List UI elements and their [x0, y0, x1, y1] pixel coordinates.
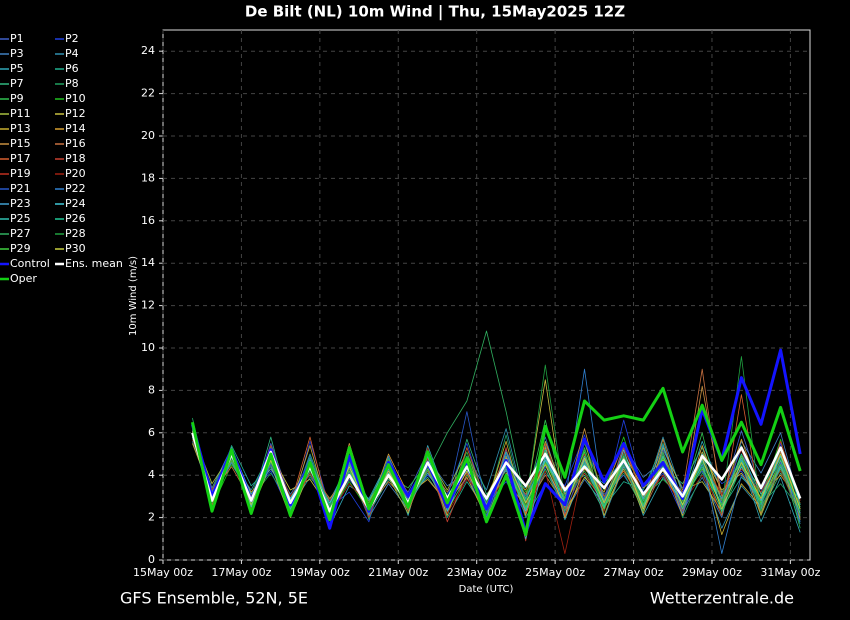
legend-label: P16 [65, 137, 86, 150]
y-tick-label: 16 [141, 214, 155, 227]
legend-label: P1 [10, 32, 24, 45]
legend-label: P25 [10, 212, 31, 225]
legend-label: P8 [65, 77, 79, 90]
y-tick-label: 0 [148, 553, 155, 566]
x-tick-label: 31May 00z [760, 566, 820, 579]
legend-label: P29 [10, 242, 31, 255]
y-tick-label: 12 [141, 299, 155, 312]
legend-label: P2 [65, 32, 79, 45]
x-tick-label: 17May 00z [211, 566, 271, 579]
x-tick-label: 23May 00z [447, 566, 507, 579]
legend-label: P9 [10, 92, 24, 105]
legend-label: Control [10, 257, 50, 270]
legend-label: P17 [10, 152, 31, 165]
y-tick-label: 10 [141, 341, 155, 354]
y-tick-label: 14 [141, 256, 155, 269]
legend-label: P21 [10, 182, 31, 195]
y-tick-label: 6 [148, 426, 155, 439]
x-tick-label: 19May 00z [290, 566, 350, 579]
legend-label: P11 [10, 107, 31, 120]
legend-label: P19 [10, 167, 31, 180]
x-tick-label: 29May 00z [682, 566, 742, 579]
legend-label: P22 [65, 182, 86, 195]
y-tick-label: 8 [148, 383, 155, 396]
x-tick-label: 25May 00z [525, 566, 585, 579]
legend-label: P26 [65, 212, 86, 225]
legend-label: P18 [65, 152, 86, 165]
y-tick-label: 24 [141, 44, 155, 57]
chart-title: De Bilt (NL) 10m Wind | Thu, 15May2025 1… [245, 3, 625, 22]
series-line [190, 386, 802, 537]
legend-label: P13 [10, 122, 31, 135]
legend-label: P6 [65, 62, 79, 75]
x-tick-label: 27May 00z [604, 566, 664, 579]
y-tick-label: 22 [141, 87, 155, 100]
legend-label: P27 [10, 227, 31, 240]
legend-label: P30 [65, 242, 86, 255]
legend-label: P28 [65, 227, 86, 240]
x-axis-label: Date (UTC) [459, 584, 514, 595]
legend-label: P4 [65, 47, 79, 60]
footer-right: Wetterzentrale.de [650, 589, 794, 608]
legend-label: P5 [10, 62, 24, 75]
y-tick-label: 18 [141, 171, 155, 184]
y-tick-label: 4 [148, 468, 155, 481]
legend-label: P7 [10, 77, 24, 90]
legend: P1 P2 P3 P4 P5 P6 P7 P8 P9 P10 P11 P12 P13 P14 P15 P16 P… [0, 32, 123, 285]
legend-label: P14 [65, 122, 86, 135]
y-tick-label: 20 [141, 129, 155, 142]
legend-label: P3 [10, 47, 24, 60]
legend-label: Oper [10, 272, 37, 285]
series-line [191, 432, 802, 513]
legend-label: Ens. mean [65, 257, 123, 270]
y-axis-label: 10m Wind (m/s) [128, 256, 139, 336]
legend-label: P12 [65, 107, 86, 120]
x-tick-label: 21May 00z [368, 566, 428, 579]
x-tick-label: 15May 00z [133, 566, 193, 579]
legend-label: P15 [10, 137, 31, 150]
legend-label: P20 [65, 167, 86, 180]
footer-left: GFS Ensemble, 52N, 5E [120, 589, 308, 608]
legend-label: P23 [10, 197, 31, 210]
legend-label: P24 [65, 197, 86, 210]
y-tick-label: 2 [148, 511, 155, 524]
legend-label: P10 [65, 92, 86, 105]
